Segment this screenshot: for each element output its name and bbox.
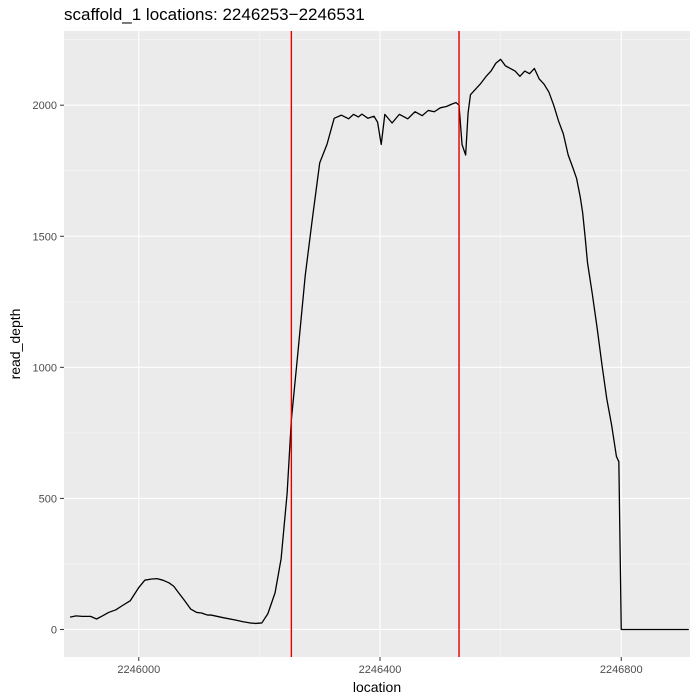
y-tick-label: 500 [39,493,57,505]
y-tick-label: 0 [51,624,57,636]
reference-lines [290,31,460,657]
x-tick-label: 2246400 [359,664,402,676]
x-axis-title: location [353,679,401,695]
plot-panel [64,31,690,657]
minor-gridlines [64,31,690,657]
y-tick-label: 1000 [33,362,57,374]
series-line-read_depth [69,58,689,631]
data-series [69,58,689,631]
y-axis-title: read_depth [7,309,23,380]
x-tick-label: 2246800 [600,664,643,676]
y-axis: 0 500 1000 1500 2000 [33,100,64,636]
x-tick-label: 2246000 [117,664,160,676]
y-tick-label: 2000 [33,100,57,112]
y-tick-label: 1500 [33,231,57,243]
x-axis: 2246000 2246400 2246800 [117,657,643,676]
chart-title: scaffold_1 locations: 2246253−2246531 [64,5,365,24]
